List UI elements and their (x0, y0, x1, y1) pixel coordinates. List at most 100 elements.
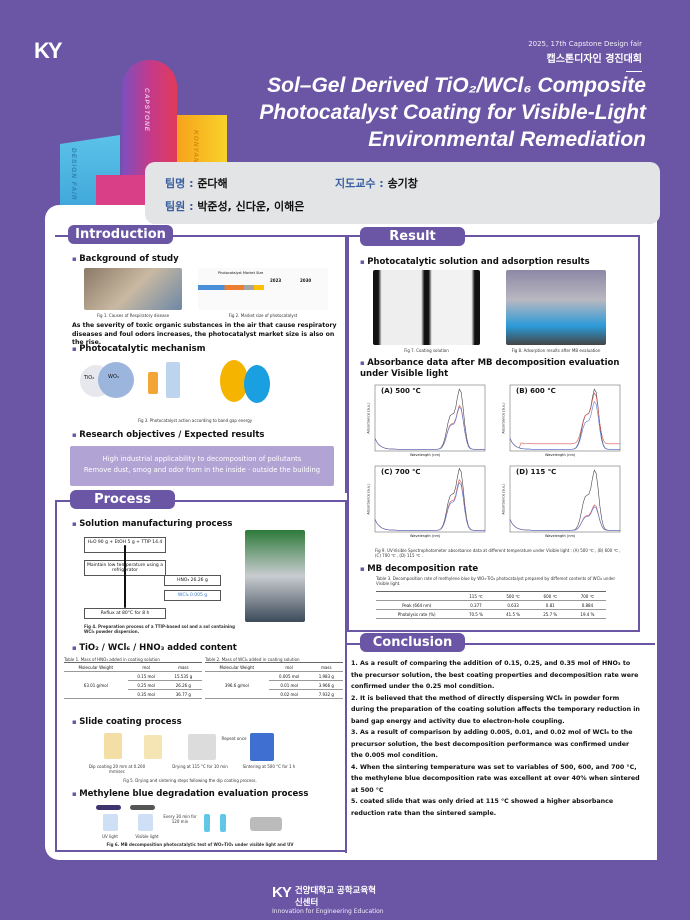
spectrum-line (374, 406, 485, 450)
market-year: 2030 (300, 278, 312, 283)
x-axis-label: Wavelength (nm) (410, 453, 441, 457)
glass-panel (166, 362, 180, 398)
subhead-mbrate: MB decomposition rate (360, 564, 478, 574)
td: 0.02 mol (268, 689, 310, 699)
fig4-caption: Fig 4. Preparation process of a TTIP-bas… (84, 624, 236, 634)
spectrum-line (509, 506, 620, 531)
objective-line: High industrial applicability to decompo… (102, 455, 302, 463)
footer-en: Innovation for Engineering Education (272, 908, 384, 915)
subhead-slide: Slide coating process (72, 717, 181, 727)
spray-icon (148, 372, 158, 394)
result-section (347, 235, 640, 632)
td: 41.5 % (494, 609, 532, 619)
slide-step: Sintering at 500 °C for 1 h (242, 764, 296, 769)
fig3-caption: Fig 3. Photocatalyst action according to… (137, 418, 253, 423)
footer: KY 건양대학교 공학교육혁신센터 Innovation for Enginee… (272, 884, 384, 915)
cuvette-icon (204, 814, 210, 832)
conclusion-section (345, 643, 655, 853)
university-logo: KY (34, 38, 63, 63)
spectrum-line (509, 392, 620, 449)
market-year: 2023 (270, 278, 282, 283)
oven-icon (188, 734, 216, 760)
poster-title: Sol–Gel Derived TiO₂/WCl₆ Composite Phot… (226, 72, 646, 153)
td: 63.01 g/mol (64, 671, 128, 699)
market-chart: Photocatalyst Market Size 2023 2030 (198, 268, 328, 310)
td: 25.7 % (531, 609, 569, 619)
th: 600 ℃ (531, 591, 569, 601)
conclusion-item: 4. When the sintering temperature was se… (351, 763, 640, 794)
td: 70.5 % (457, 609, 495, 619)
spectrum-line (374, 481, 485, 531)
slide-step: Dip coating 20 mm at 0.200 mm/sec (88, 764, 146, 774)
table1: Table 1. Mass of HNO₃ added in coating s… (64, 657, 202, 699)
beaker-icon (104, 733, 122, 759)
fig5-caption: Fig 5. Drying and sintering steps follow… (123, 778, 257, 783)
fig8-caption: Fig 8. Adsorption results after MB evalu… (511, 348, 601, 353)
fig6-caption: Fig 6. MB decomposition photocatalytic t… (106, 842, 294, 847)
plot-label: (D) 115 ℃ (516, 468, 557, 476)
wo3-circle: WO₃ (98, 362, 134, 398)
process-heading: Process (70, 490, 175, 509)
fig7-caption: Fig 7. Coating solution (404, 348, 449, 353)
conclusion-list: 1. As a result of comparing the addition… (351, 658, 641, 819)
spectrum-line (374, 467, 485, 531)
background-text: As the severity of toxic organic substan… (72, 322, 337, 346)
wo3-label: WO₃ (108, 374, 119, 380)
conclusion-item: 2. It is believed that the method of dir… (351, 694, 640, 725)
td: 0.81 (531, 600, 569, 610)
footer-logo: KY (272, 884, 292, 901)
table2: Table 2. Mass of WCl₆ added in coating s… (205, 657, 343, 699)
td: 3.966 g (309, 680, 343, 690)
slide-step: Drying at 115 °C for 10 min (172, 764, 228, 769)
td: 0.25 mol (127, 680, 165, 690)
y-axis-label: Absorbance (a.u.) (501, 402, 506, 434)
vis-lamp-icon (130, 805, 155, 810)
objectives-box: High industrial applicability to decompo… (70, 446, 334, 486)
x-axis-label: Wavelength (nm) (545, 534, 576, 538)
td: 0.15 mol (127, 671, 165, 681)
flow-arrow (124, 545, 126, 608)
table2-caption: Table 2. Mass of WCl₆ added in coating s… (205, 657, 300, 662)
x-axis-label: Wavelength (nm) (410, 534, 441, 538)
th: 500 ℃ (494, 591, 532, 601)
plot-frame (374, 465, 486, 533)
absorbance-plot: (B) 600 ℃ Wavelength (nm) Absorbance (a.u.… (500, 383, 625, 461)
members-label: 팀원 : (165, 200, 194, 213)
th (376, 591, 458, 601)
advisor-name: 송기창 (387, 177, 418, 190)
conclusion-item: 5. coated slide that was only dried at 1… (351, 798, 614, 817)
th: mass (309, 662, 343, 672)
td: 19.4 % (568, 609, 606, 619)
fair-ko: 캡스톤디자인 경진대회 (546, 54, 642, 65)
members: 박준성, 신다운, 이해은 (197, 200, 305, 213)
subhead-content: TiO₂ / WCl₆ / HNO₃ added content (72, 643, 237, 653)
absorbance-plot: (C) 700 ℃ Wavelength (nm) Absorbance (a.u.… (365, 464, 490, 542)
beaker-icon (138, 814, 153, 831)
mb-label: Every 30 min for 120 min (163, 814, 197, 824)
title-line: Environmental Remediation (368, 128, 646, 151)
y-axis-label: Absorbance (a.u.) (366, 483, 371, 515)
td: Photolysis rate (%) (376, 609, 458, 619)
title-line: Photocatalyst Coating for Visible-Light (259, 101, 646, 124)
subhead-solution: Solution manufacturing process (72, 519, 232, 529)
th: 115 ℃ (457, 591, 495, 601)
plot-label: (C) 700 ℃ (381, 468, 421, 476)
result-heading: Result (360, 227, 465, 246)
spectrum-line (374, 388, 485, 450)
band-blue (244, 365, 270, 403)
advisor-label: 지도교수 : (335, 177, 384, 190)
fig2-caption: Fig 2. Market size of photocatalyst (228, 313, 298, 318)
td: 1.983 g (309, 671, 343, 681)
plot-frame (374, 384, 486, 452)
intro-section (55, 235, 347, 493)
absorbance-plot: (D) 115 ℃ Wavelength (nm) Absorbance (a.u.… (500, 464, 625, 542)
th: Molecular Weight (64, 662, 128, 672)
spectrum-line (374, 404, 485, 450)
y-axis-label: Absorbance (a.u.) (366, 402, 371, 434)
absorbance-plot: (A) 500 ℃ Wavelength (nm) Absorbance (a.u.… (365, 383, 490, 461)
subhead-absorbance: Absorbance data after MB decomposition e… (360, 358, 630, 380)
td: 7.932 g (309, 689, 343, 699)
fig9-caption: Fig 9. UV-Visible Spectrophotometer abso… (375, 548, 621, 558)
td: 0.633 (494, 600, 532, 610)
table1-caption: Table 1. Mass of HNO₃ added in coating s… (64, 657, 160, 662)
